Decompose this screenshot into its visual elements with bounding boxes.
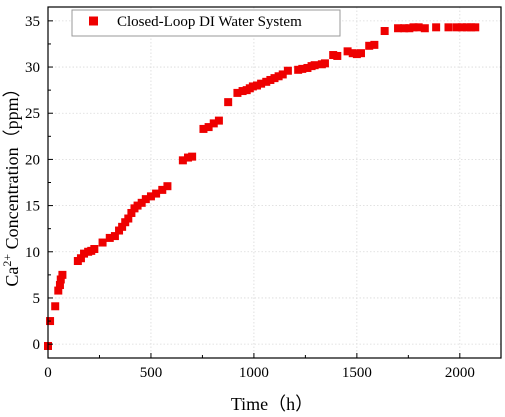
data-point: [209, 119, 218, 128]
data-point: [343, 47, 352, 56]
x-tick-label: 1500: [342, 365, 372, 381]
data-point: [146, 192, 155, 201]
x-tick-label: 1000: [239, 365, 269, 381]
data-point: [274, 72, 283, 81]
x-tick-label: 0: [44, 365, 52, 381]
y-tick-label: 0: [33, 337, 41, 353]
data-point: [365, 41, 374, 50]
data-point: [303, 63, 312, 72]
data-point: [394, 24, 403, 33]
data-point: [420, 24, 429, 33]
data-point: [178, 156, 187, 165]
legend-label: Closed-Loop DI Water System: [117, 14, 302, 30]
y-tick-label: 20: [25, 152, 40, 168]
data-point: [184, 153, 193, 162]
y-tick-label: 15: [25, 199, 40, 215]
data-point: [320, 59, 329, 68]
x-tick-label: 500: [140, 365, 163, 381]
y-tick-label: 35: [25, 14, 40, 30]
y-tick-label: 10: [25, 245, 40, 261]
data-point: [298, 64, 307, 73]
data-point: [204, 123, 213, 132]
data-point: [110, 232, 119, 241]
legend-marker-square: [89, 16, 98, 26]
legend: Closed-Loop DI Water System: [71, 9, 341, 37]
data-point: [257, 79, 266, 88]
data-point: [283, 66, 292, 75]
data-point: [152, 189, 161, 198]
data-point: [444, 23, 453, 32]
data-point: [118, 222, 127, 231]
data-point: [214, 116, 223, 125]
data-point: [90, 245, 99, 254]
data-point: [233, 88, 242, 97]
data-point: [405, 24, 414, 33]
data-point: [409, 23, 418, 32]
y-tick-label: 25: [25, 106, 40, 122]
data-point: [105, 233, 114, 242]
data-point: [58, 270, 67, 279]
data-point: [457, 23, 466, 32]
data-point: [238, 87, 247, 96]
y-tick-label: 30: [25, 60, 40, 76]
data-point: [370, 40, 379, 49]
data-point: [262, 77, 271, 86]
data-point: [414, 23, 423, 32]
data-point: [266, 75, 275, 84]
data-point: [356, 49, 365, 58]
data-point: [163, 182, 172, 191]
data-point: [141, 195, 150, 204]
data-point: [124, 214, 133, 223]
data-point: [471, 23, 480, 32]
data-points: [44, 23, 480, 350]
data-point: [133, 201, 142, 210]
data-point: [400, 24, 409, 33]
data-point: [348, 49, 357, 58]
data-point: [51, 302, 60, 311]
data-point: [329, 51, 338, 60]
data-point: [127, 208, 136, 217]
y-axis-title: Ca2+ Concentration（ppm）: [0, 79, 22, 286]
data-point: [333, 51, 342, 60]
y-tick-label: 5: [33, 291, 41, 307]
data-point: [76, 254, 85, 263]
y-axis-title-rest: Concentration（ppm）: [2, 79, 22, 253]
x-tick-label: 2000: [445, 365, 475, 381]
data-point: [54, 286, 63, 295]
data-point: [463, 23, 472, 32]
data-point: [199, 124, 208, 133]
legend-box: [71, 9, 341, 37]
data-point: [56, 275, 65, 284]
data-point: [252, 81, 261, 90]
data-point: [248, 82, 257, 91]
axis-ticks: 0 500 1000 1500 2000 0 5 10 15 20 25 30 35: [25, 14, 475, 381]
data-point: [352, 50, 361, 59]
data-point: [137, 198, 146, 207]
data-point: [270, 74, 279, 83]
y-axis-title-superscript: 2+: [0, 254, 14, 267]
data-point: [98, 238, 107, 247]
plot-area: [48, 7, 501, 358]
data-point: [452, 23, 461, 32]
y-axis-title-base: Ca: [2, 267, 22, 287]
data-point: [294, 65, 303, 74]
data-point: [310, 61, 319, 70]
data-point: [55, 281, 64, 290]
x-axis-title: Time（h）: [231, 394, 313, 414]
data-point: [158, 185, 167, 194]
data-point: [278, 70, 287, 79]
data-point: [188, 152, 197, 161]
data-point: [432, 23, 441, 32]
data-point: [80, 249, 89, 258]
data-point: [380, 27, 389, 36]
data-point: [467, 23, 476, 32]
data-point: [224, 98, 233, 107]
